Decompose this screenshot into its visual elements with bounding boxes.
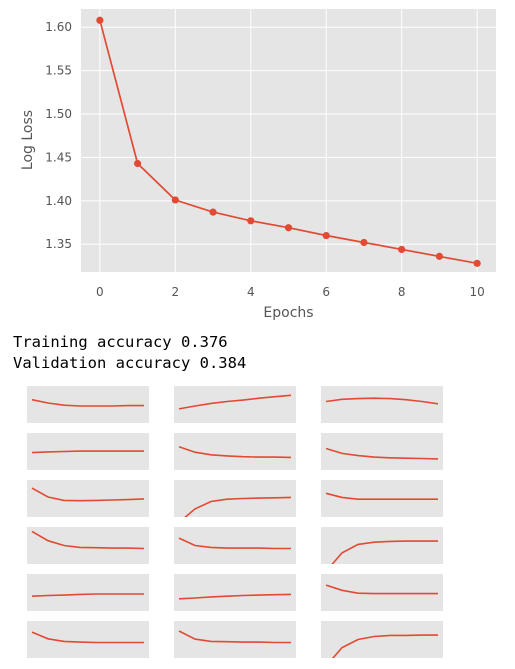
loss-chart: 0 2 4 6 8 10 1.35 1.40 1.45 1.50 1.55 1.60 Epochs L… [20,9,496,321]
x-tick-label: 10 [469,285,484,299]
mini-plot-area [321,621,443,658]
mini-plot [321,527,443,564]
mini-curve [178,537,291,550]
mini-plot-area [27,527,149,564]
mini-curve [325,492,438,501]
mini-curve [325,584,438,595]
loss-series [96,16,481,267]
mini-curve [178,394,292,410]
loss-point [96,16,104,24]
mini-curve [178,630,291,644]
mini-plot-area [27,621,149,658]
mini-plot-area [321,574,443,611]
x-tick-label: 6 [322,285,330,299]
mini-plot [321,621,443,658]
loss-point [398,245,406,254]
mini-curve [325,397,439,405]
mini-curve [31,530,145,550]
y-tick-label: 1.50 [45,107,72,121]
mini-plot [321,574,443,611]
loss-point [473,259,481,267]
mini-curve [178,445,292,459]
mini-curve [31,487,145,502]
y-tick-label: 1.55 [45,64,72,78]
mini-plot [27,480,149,517]
loss-point [435,252,444,260]
mini-curve [31,631,144,644]
y-tick-label: 1.40 [45,194,72,208]
mini-curve [31,593,144,597]
mini-plot [27,621,149,658]
x-tick-label: 0 [96,285,104,299]
mini-plot [321,480,443,517]
tick-labels: 0 2 4 6 8 10 1.35 1.40 1.45 1.50 1.55 1.60 [45,20,484,299]
mini-curve [178,593,292,600]
loss-point [171,196,179,204]
mini-curve [31,450,144,454]
loss-point [133,159,142,168]
mini-plot [27,386,149,423]
mini-plot [174,480,296,517]
mini-plot-area [27,386,149,423]
mini-plot-area [174,386,296,423]
x-tick-label: 4 [247,285,255,299]
loss-point [360,238,368,247]
mini-plot-area [321,433,443,470]
mini-curve [331,634,438,658]
y-tick-label: 1.45 [45,150,72,164]
mini-plot [27,433,149,470]
loss-point [322,231,330,240]
y-axis-label: Log Loss [20,110,36,170]
validation-accuracy-text: Validation accuracy 0.384 [13,354,247,372]
loss-point [209,208,217,216]
loss-point [284,224,293,232]
mini-curve [184,496,292,517]
mini-plot [27,527,149,564]
mini-plot [321,433,443,470]
y-tick-label: 1.35 [45,237,72,251]
mini-plot [174,621,296,658]
mini-curve [325,447,439,460]
loss-point [247,217,255,225]
mini-plot [174,433,296,470]
mini-curve [331,540,438,564]
mini-curve [31,398,144,407]
mini-plot-area [27,480,149,517]
mini-plot [27,574,149,611]
mini-plot-area [321,386,443,423]
y-tick-label: 1.60 [45,20,72,34]
grid-lines [81,9,496,272]
mini-plot-area [321,527,443,564]
training-accuracy-text: Training accuracy 0.376 [13,333,228,351]
mini-plot [174,527,296,564]
mini-plot-area [174,527,296,564]
x-axis-label: Epochs [263,305,313,321]
mini-plot-area [174,574,296,611]
mini-plot-area [27,574,149,611]
x-tick-label: 2 [171,285,179,299]
x-tick-label: 8 [398,285,406,299]
mini-plot-area [174,621,296,658]
mini-plot [174,386,296,423]
mini-plot [174,574,296,611]
mini-plot [321,386,443,423]
